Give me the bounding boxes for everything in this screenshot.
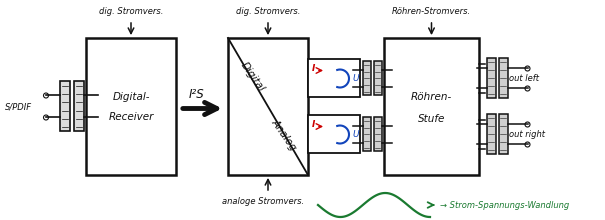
Bar bbox=[74, 81, 84, 132]
Bar bbox=[86, 38, 176, 175]
Text: I: I bbox=[312, 64, 315, 73]
Text: Analog: Analog bbox=[270, 117, 298, 152]
Text: S/PDIF: S/PDIF bbox=[5, 102, 32, 111]
Bar bbox=[308, 116, 360, 154]
Text: U: U bbox=[352, 74, 359, 83]
Text: I²S: I²S bbox=[189, 88, 205, 101]
Bar bbox=[228, 38, 308, 175]
Bar bbox=[373, 62, 382, 95]
Bar bbox=[373, 117, 382, 152]
Text: Digital-: Digital- bbox=[113, 92, 150, 101]
Text: Stufe: Stufe bbox=[418, 114, 445, 123]
Text: analoge Stromvers.: analoge Stromvers. bbox=[222, 197, 304, 206]
Bar bbox=[499, 59, 508, 99]
Text: Röhren-: Röhren- bbox=[411, 92, 452, 101]
Bar bbox=[308, 59, 360, 97]
Text: Digital: Digital bbox=[238, 60, 266, 93]
Text: U: U bbox=[352, 130, 359, 139]
Bar bbox=[384, 38, 479, 175]
Bar bbox=[486, 114, 495, 154]
Bar bbox=[362, 62, 370, 95]
Bar bbox=[60, 81, 70, 132]
Text: Receiver: Receiver bbox=[108, 112, 154, 121]
Text: out left: out left bbox=[509, 74, 539, 83]
Bar bbox=[486, 59, 495, 99]
Text: → Strom-Spannungs-Wandlung: → Strom-Spannungs-Wandlung bbox=[440, 200, 569, 209]
Bar bbox=[362, 117, 370, 152]
Text: out right: out right bbox=[509, 130, 545, 139]
Text: dig. Stromvers.: dig. Stromvers. bbox=[99, 7, 163, 16]
Bar bbox=[499, 114, 508, 154]
Text: I: I bbox=[312, 120, 315, 129]
Text: dig. Stromvers.: dig. Stromvers. bbox=[236, 7, 300, 16]
Text: Röhren-Stromvers.: Röhren-Stromvers. bbox=[392, 7, 471, 16]
